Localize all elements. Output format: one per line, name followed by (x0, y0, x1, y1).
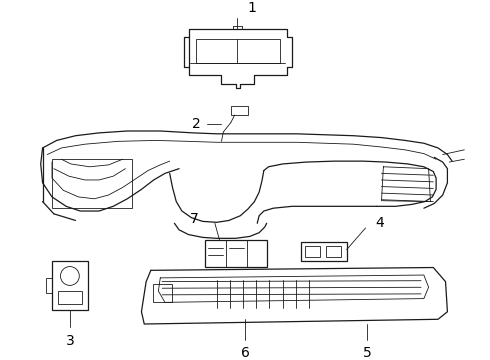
Text: 1: 1 (247, 1, 256, 15)
Text: 3: 3 (66, 334, 74, 348)
Bar (305, 246, 320, 257)
Text: 6: 6 (241, 346, 249, 360)
Bar (52, 159, 132, 208)
Text: 7: 7 (190, 212, 198, 226)
Bar (52, 261, 88, 310)
Text: 5: 5 (363, 346, 372, 360)
Text: 2: 2 (192, 117, 201, 131)
Bar (153, 284, 172, 302)
Bar (301, 242, 347, 261)
Bar (205, 240, 267, 266)
Bar (196, 39, 280, 63)
Bar (231, 105, 248, 115)
Text: 4: 4 (375, 216, 384, 230)
Bar (47, 278, 52, 293)
Bar (326, 246, 341, 257)
Bar (58, 291, 82, 304)
